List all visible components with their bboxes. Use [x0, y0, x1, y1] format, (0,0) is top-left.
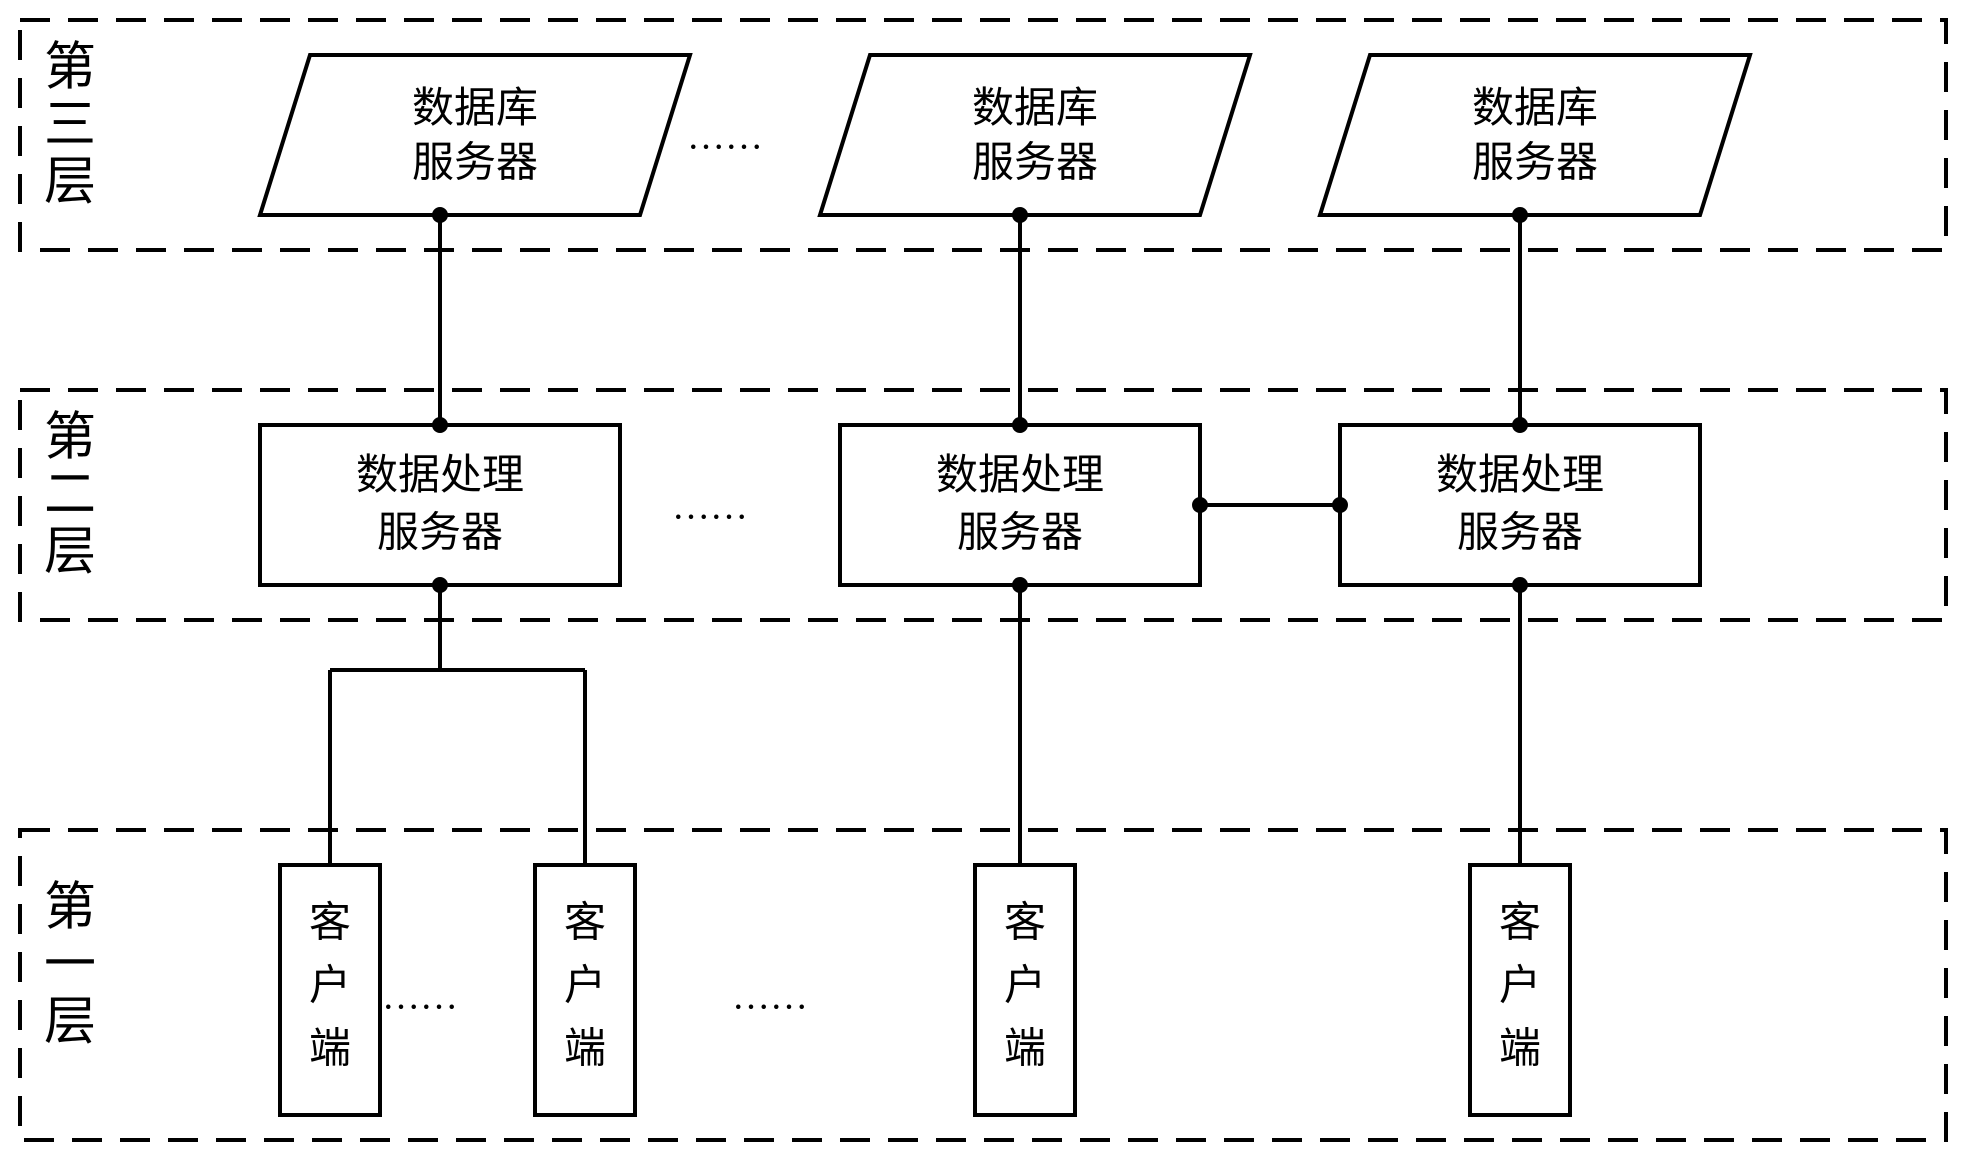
svg-text:……: ……: [687, 116, 763, 158]
svg-text:……: ……: [382, 976, 458, 1018]
svg-text:客: 客: [1004, 900, 1046, 947]
svg-text:端: 端: [1004, 1027, 1046, 1073]
svg-text:……: ……: [732, 976, 808, 1018]
svg-text:服务器: 服务器: [1472, 141, 1598, 187]
svg-text:客: 客: [564, 900, 606, 947]
svg-text:端: 端: [564, 1027, 606, 1073]
svg-text:户: 户: [1499, 964, 1541, 1010]
svg-text:客: 客: [1499, 900, 1541, 947]
svg-text:第: 第: [44, 880, 96, 937]
svg-text:二: 二: [44, 467, 96, 524]
svg-text:一: 一: [44, 937, 96, 994]
svg-text:层: 层: [44, 524, 96, 581]
svg-text:服务器: 服务器: [972, 141, 1098, 187]
svg-text:数据库: 数据库: [1472, 86, 1598, 132]
proc-server-node: [840, 425, 1200, 585]
svg-text:户: 户: [564, 964, 606, 1010]
svg-text:第: 第: [44, 410, 96, 467]
svg-text:户: 户: [1004, 964, 1046, 1010]
svg-text:三: 三: [44, 97, 96, 154]
architecture-diagram: 第三层第二层第一层数据库服务器数据库服务器数据库服务器数据处理服务器数据处理服务…: [0, 0, 1966, 1156]
svg-text:户: 户: [309, 964, 351, 1010]
svg-text:层: 层: [44, 994, 96, 1051]
svg-text:服务器: 服务器: [412, 141, 538, 187]
svg-text:客: 客: [309, 900, 351, 947]
svg-text:层: 层: [44, 154, 96, 211]
svg-text:端: 端: [309, 1027, 351, 1073]
svg-text:数据处理: 数据处理: [356, 453, 524, 499]
svg-text:服务器: 服务器: [377, 511, 503, 557]
svg-text:数据库: 数据库: [412, 86, 538, 132]
db-server-node: [1320, 55, 1750, 215]
svg-text:数据处理: 数据处理: [1436, 453, 1604, 499]
svg-text:服务器: 服务器: [1457, 511, 1583, 557]
db-server-node: [820, 55, 1250, 215]
svg-text:第: 第: [44, 40, 96, 97]
svg-text:端: 端: [1499, 1027, 1541, 1073]
svg-text:服务器: 服务器: [957, 511, 1083, 557]
db-server-node: [260, 55, 690, 215]
svg-text:……: ……: [672, 486, 748, 528]
svg-text:数据处理: 数据处理: [936, 453, 1104, 499]
proc-server-node: [1340, 425, 1700, 585]
proc-server-node: [260, 425, 620, 585]
svg-text:数据库: 数据库: [972, 86, 1098, 132]
